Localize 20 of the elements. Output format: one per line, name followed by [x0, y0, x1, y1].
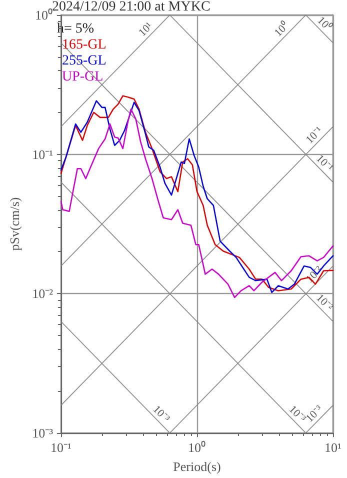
annotation: 10⁻¹: [314, 152, 336, 174]
annotation: 10⁻²: [314, 292, 336, 314]
y-tick-label: 10⁻¹: [32, 146, 54, 162]
y-tick-label: 10⁻³: [32, 426, 54, 440]
annotation: 10⁰: [272, 19, 292, 40]
chart-title: 2024/12/09 21:00 at MYKC: [52, 0, 210, 14]
x-tick-label: 10⁰: [188, 440, 206, 455]
annotation: 10¹: [136, 20, 156, 39]
y-tick-label: 10⁰: [35, 8, 53, 22]
text: 255-GL: [62, 54, 106, 68]
x-tick-label: 10¹: [324, 440, 342, 455]
text: 165-GL: [62, 38, 106, 52]
x-axis-title: Period(s): [173, 459, 221, 474]
text: UP-GL: [62, 70, 104, 84]
y-tick-label: 10⁻²: [32, 286, 54, 302]
annotation: 10⁻³: [150, 403, 172, 426]
annotation: 10⁰: [314, 14, 335, 34]
x-tick-label: 10⁻¹: [50, 440, 72, 455]
y-axis-title: pSv(cm/s): [7, 197, 22, 251]
annotation: 10⁻¹: [304, 124, 326, 146]
